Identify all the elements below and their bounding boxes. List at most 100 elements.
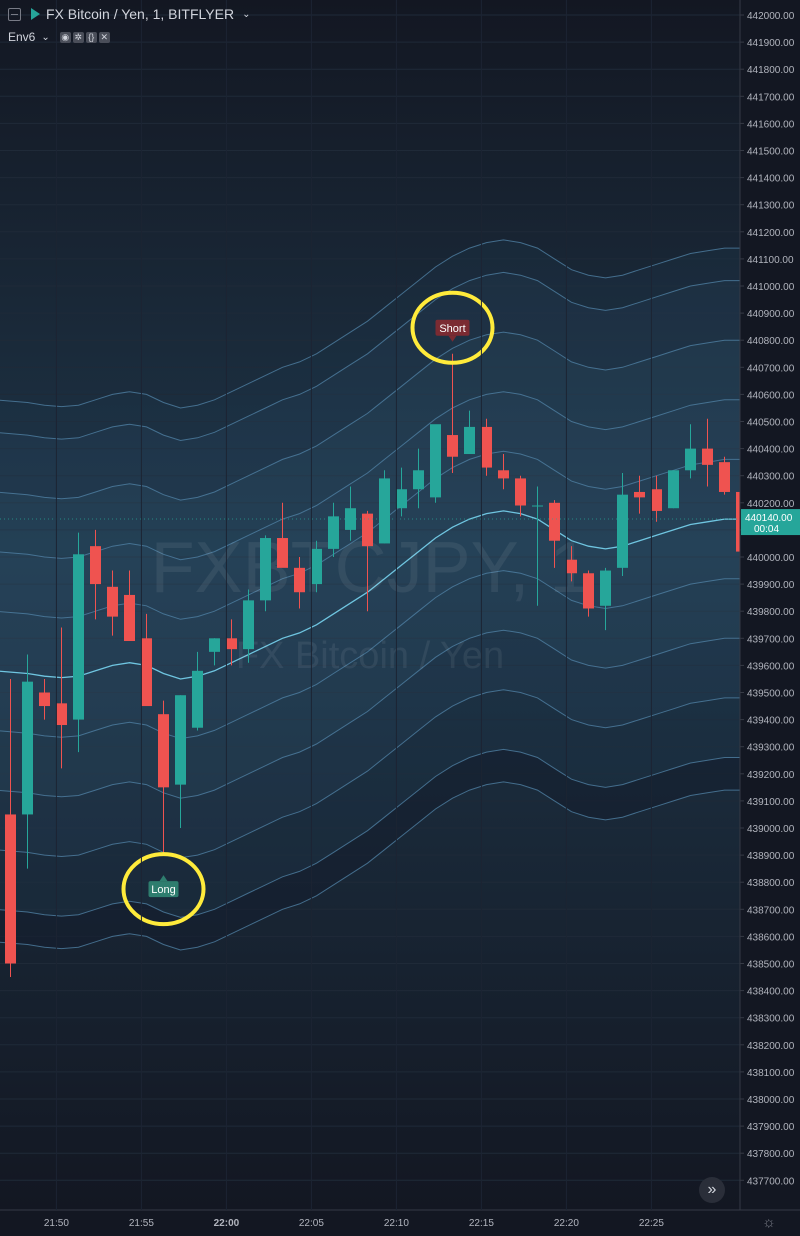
candle-up[interactable] <box>430 424 441 498</box>
symbol-row: FX Bitcoin / Yen, 1, BITFLYER ⌄ <box>8 6 250 22</box>
candle-down[interactable] <box>634 491 645 498</box>
last-price-badge <box>741 509 800 536</box>
candle-down[interactable] <box>498 470 509 479</box>
candle-up[interactable] <box>22 681 33 815</box>
envelope-band-line <box>0 748 742 918</box>
candle-down[interactable] <box>5 814 16 964</box>
price-tick-label: 438800.00 <box>747 878 795 889</box>
envelope-band-line <box>0 689 742 859</box>
candle-down[interactable] <box>651 489 662 511</box>
candle-up[interactable] <box>532 505 543 507</box>
candle-up[interactable] <box>243 600 254 650</box>
collapse-legend-button[interactable] <box>8 7 21 21</box>
price-tick-label: 440000.00 <box>747 553 795 564</box>
last-price-label: 440140.00 <box>745 513 793 524</box>
candle-down[interactable] <box>158 714 169 788</box>
candle-down[interactable] <box>107 586 118 617</box>
price-tick-label: 441600.00 <box>747 119 795 130</box>
time-tick-label: 22:05 <box>299 1218 324 1229</box>
envelope-band-line <box>0 781 742 951</box>
indicator-buttons: ◉ ✲ {} ✕ <box>59 31 110 43</box>
symbol-title[interactable]: FX Bitcoin / Yen, 1, BITFLYER <box>46 6 235 22</box>
long-signal-box[interactable] <box>148 881 179 898</box>
gear-icon[interactable]: ☼ <box>762 1214 776 1231</box>
price-tick-label: 440700.00 <box>747 363 795 374</box>
envelope-band-fill <box>0 332 742 560</box>
price-axis-background <box>740 0 800 1236</box>
source-code-icon[interactable]: {} <box>85 31 97 43</box>
time-tick-label: 22:00 <box>214 1218 240 1229</box>
price-tick-label: 441200.00 <box>747 228 795 239</box>
price-tick-label: 439900.00 <box>747 580 795 591</box>
candle-down[interactable] <box>141 638 152 707</box>
time-tick-label: 21:55 <box>129 1218 154 1229</box>
candle-down[interactable] <box>277 538 288 568</box>
candle-up[interactable] <box>413 470 424 490</box>
candle-down[interactable] <box>226 638 237 650</box>
indicator-label[interactable]: Env6 <box>8 30 36 44</box>
candle-down[interactable] <box>90 546 101 585</box>
candle-up[interactable] <box>328 516 339 549</box>
candle-down[interactable] <box>294 567 305 593</box>
price-tick-label: 440800.00 <box>747 336 795 347</box>
eye-icon[interactable]: ◉ <box>59 31 71 43</box>
long-annotation-circle <box>121 852 206 927</box>
envelope-band-line <box>0 570 742 740</box>
candle-down[interactable] <box>566 559 577 574</box>
candle-down[interactable] <box>549 502 560 541</box>
candle-up[interactable] <box>345 508 356 530</box>
candle-up[interactable] <box>668 470 679 509</box>
candle-down[interactable] <box>39 692 50 707</box>
candle-up[interactable] <box>260 538 271 601</box>
candle-up[interactable] <box>464 426 475 455</box>
candle-up[interactable] <box>396 489 407 509</box>
candle-down[interactable] <box>481 426 492 468</box>
chevron-down-icon[interactable]: ⌄ <box>41 31 50 43</box>
price-tick-label: 437800.00 <box>747 1149 795 1160</box>
candle-up[interactable] <box>600 570 611 606</box>
candle-down[interactable] <box>702 448 713 465</box>
candle-down[interactable] <box>56 703 67 726</box>
envelope-band-fill <box>0 272 742 501</box>
candle-down[interactable] <box>362 513 373 547</box>
price-tick-label: 441300.00 <box>747 201 795 212</box>
price-tick-label: 440300.00 <box>747 472 795 483</box>
price-tick-label: 439800.00 <box>747 607 795 618</box>
gear-icon[interactable]: ✲ <box>72 31 84 43</box>
candle-down[interactable] <box>719 462 730 492</box>
candle-up[interactable] <box>685 448 696 471</box>
price-tick-label: 442000.00 <box>747 11 795 22</box>
close-icon[interactable]: ✕ <box>98 31 110 43</box>
envelope-band-fill <box>0 391 742 620</box>
short-signal-box[interactable] <box>435 319 470 336</box>
envelope-basis-line <box>0 510 742 680</box>
price-tick-label: 441400.00 <box>747 174 795 185</box>
price-tick-label: 439200.00 <box>747 770 795 781</box>
price-tick-label: 441000.00 <box>747 282 795 293</box>
candle-up[interactable] <box>311 548 322 585</box>
price-tick-label: 438100.00 <box>747 1068 795 1079</box>
candle-down[interactable] <box>124 594 135 642</box>
plot-background <box>0 0 740 1210</box>
scroll-to-realtime-button[interactable]: » <box>699 1177 725 1203</box>
price-tick-label: 441700.00 <box>747 92 795 103</box>
price-tick-label: 441100.00 <box>747 255 794 266</box>
candle-up[interactable] <box>73 554 84 720</box>
envelope-band-line <box>0 331 742 501</box>
candle-up[interactable] <box>617 494 628 568</box>
candle-up[interactable] <box>175 695 186 785</box>
short-annotation-circle <box>410 290 495 365</box>
price-tick-label: 440400.00 <box>747 445 795 456</box>
chevron-down-icon[interactable]: ⌄ <box>242 8 251 20</box>
candle-down[interactable] <box>447 435 458 457</box>
price-tick-label: 439400.00 <box>747 716 795 727</box>
price-tick-label: 440200.00 <box>747 499 795 510</box>
candle-up[interactable] <box>192 670 203 728</box>
candle-up[interactable] <box>379 478 390 544</box>
indicator-row: Env6 ⌄ ◉ ✲ {} ✕ <box>8 30 110 44</box>
candle-down[interactable] <box>583 573 594 609</box>
candle-up[interactable] <box>209 638 220 652</box>
candle-down[interactable] <box>515 478 526 506</box>
